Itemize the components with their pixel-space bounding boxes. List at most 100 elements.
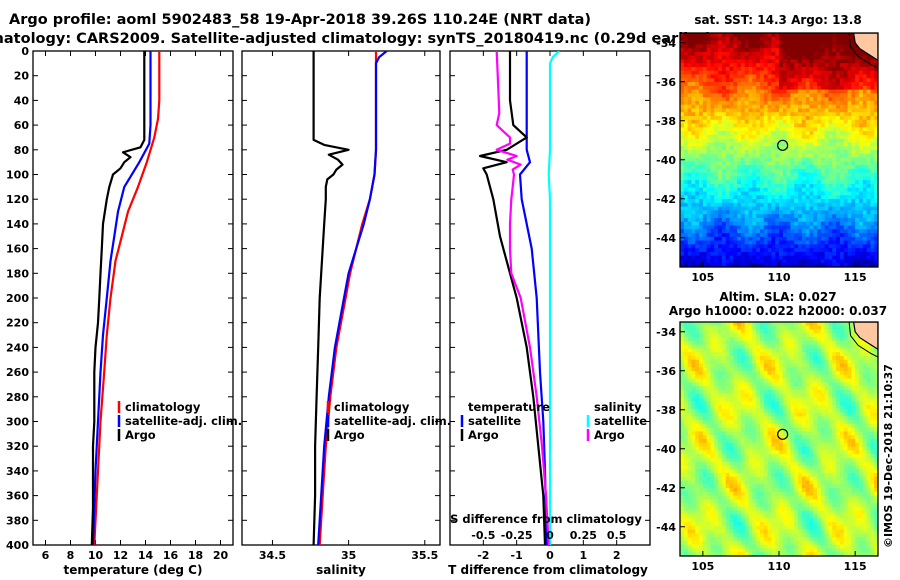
ytick-label: 20: [14, 70, 30, 83]
xtick-label: 34.5: [259, 549, 286, 562]
sla-map: [680, 322, 878, 556]
sla-map-title: Altim. SLA: 0.027: [719, 290, 836, 304]
map-ytick-label: -42: [656, 193, 676, 206]
xtick-label: 8: [67, 549, 75, 562]
legend-satellite: satellite-adj. clim.: [125, 414, 242, 428]
xtick-label: 12: [113, 549, 128, 562]
ytick-label: 240: [6, 341, 29, 354]
top-xtick-label: 0: [546, 529, 554, 542]
top-xtick-label: 0.5: [607, 529, 627, 542]
sst-map-title: sat. SST: 14.3 Argo: 13.8: [694, 13, 861, 27]
salinity-panel: [241, 50, 441, 546]
salinity-lines: [312, 51, 388, 545]
map-xtick-label: 110: [768, 271, 791, 284]
legend-argo: Argo: [125, 428, 156, 442]
land-mass: [853, 33, 878, 62]
temperature-xlabel: temperature (deg C): [64, 563, 203, 577]
series-satellite-adj-clim-: [91, 51, 152, 545]
series-argo: [312, 51, 350, 545]
map-axes: 105 110 115 -34 -36 -38 -40 -42 -44 105 110 115 -34 -…: [656, 37, 867, 573]
xtick-label: 18: [188, 549, 203, 562]
difference-xlabel: T difference from climatology: [448, 563, 648, 577]
title-line-1: Argo profile: aoml 5902483_58 19-Apr-201…: [9, 12, 591, 28]
map-ytick-label: -42: [656, 482, 676, 495]
ytick-label: 220: [6, 317, 29, 330]
xtick-label: 6: [42, 549, 50, 562]
map-ytick-label: -38: [656, 404, 676, 417]
xtick-label: 16: [163, 549, 179, 562]
legend-climatology: climatology: [125, 400, 201, 414]
difference-top-xlabel: S difference from climatology: [450, 512, 642, 526]
xtick-label: 2: [613, 549, 621, 562]
top-xtick-label: -0.5: [471, 529, 495, 542]
ytick-label: 140: [6, 218, 29, 231]
ytick-label: 340: [6, 465, 29, 478]
xtick-label: 35.5: [411, 549, 438, 562]
difference-top-xticks: -0.5 -0.25 0 0.25 0.5: [471, 529, 626, 542]
top-xtick-label: 0.25: [570, 529, 597, 542]
map-ytick-label: -36: [656, 76, 676, 89]
temperature-xticks: 6 8 10 12 14 16 18 20: [42, 549, 229, 562]
series-satellite-adj-clim-: [317, 51, 388, 545]
difference-lines: [478, 51, 561, 545]
tick-marks: [33, 50, 650, 546]
ytick-label: 120: [6, 193, 29, 206]
map-xtick-label: 105: [691, 271, 714, 284]
map-xtick-label: 110: [768, 560, 791, 573]
salinity-xlabel: salinity: [316, 563, 366, 577]
salinity-legend: climatology satellite-adj. clim. Argo: [326, 400, 451, 442]
map-ytick-label: -34: [656, 326, 676, 339]
map-ytick-label: -40: [656, 154, 676, 167]
watermark: ©IMOS 19-Dec-2018 21:10:37: [882, 364, 895, 548]
map-xtick-label: 105: [691, 560, 714, 573]
map-ytick-label: -34: [656, 37, 676, 50]
series-t-satellite: [518, 51, 548, 545]
legend-t-satellite: satellite: [468, 414, 521, 428]
sst-map: [680, 33, 878, 267]
ytick-label: 40: [14, 94, 30, 107]
xtick-label: -1: [511, 549, 523, 562]
map-xtick-label: 115: [844, 271, 867, 284]
series-t-argo: [478, 51, 547, 545]
title-line-2: Climatology: CARS2009. Satellite-adjuste…: [0, 31, 712, 47]
xtick-label: -2: [477, 549, 489, 562]
legend-satellite: satellite-adj. clim.: [334, 414, 451, 428]
legend-salinity-title: salinity: [594, 400, 642, 414]
salinity-xticks: 34.5 35 35.5: [259, 549, 438, 562]
map-ytick-label: -38: [656, 115, 676, 128]
land-mass: [853, 322, 878, 351]
ytick-label: 260: [6, 366, 29, 379]
legend-t-argo: Argo: [468, 428, 499, 442]
map-ytick-label: -44: [656, 521, 676, 534]
ytick-label: 100: [6, 169, 29, 182]
legend-s-argo: Argo: [594, 428, 625, 442]
xtick-label: 0: [546, 549, 554, 562]
ytick-label: 200: [6, 292, 29, 305]
map-ytick-label: -36: [656, 365, 676, 378]
map-ytick-label: -44: [656, 232, 676, 245]
argo-float-marker: [777, 139, 789, 151]
series-s-satellite: [547, 51, 561, 545]
series-climatology: [93, 51, 161, 545]
xtick-label: 10: [88, 549, 104, 562]
xtick-label: 35: [341, 549, 356, 562]
difference-legend: temperature salinity satellite Argo sate…: [460, 400, 647, 442]
ytick-label: 380: [6, 514, 29, 527]
argo-float-marker: [777, 428, 789, 440]
ytick-label: 160: [6, 243, 29, 256]
legend-s-satellite: satellite: [594, 414, 647, 428]
ytick-label: 0: [21, 45, 29, 58]
temperature-lines: [90, 51, 161, 545]
map-xtick-label: 115: [844, 560, 867, 573]
depth-axis: 0 20 40 60 80 100 120 140 160 180 200 220 240 260 280 3…: [6, 45, 29, 552]
ytick-label: 320: [6, 440, 29, 453]
ytick-label: 180: [6, 267, 29, 280]
xtick-label: 14: [138, 549, 154, 562]
ytick-label: 360: [6, 490, 29, 503]
sla-map-subtitle: Argo h1000: 0.022 h2000: 0.037: [669, 304, 887, 318]
ytick-label: 300: [6, 416, 29, 429]
ytick-label: 60: [14, 119, 30, 132]
difference-xticks: -2 -1 0 1 2: [477, 549, 620, 562]
ytick-label: 400: [6, 539, 29, 552]
